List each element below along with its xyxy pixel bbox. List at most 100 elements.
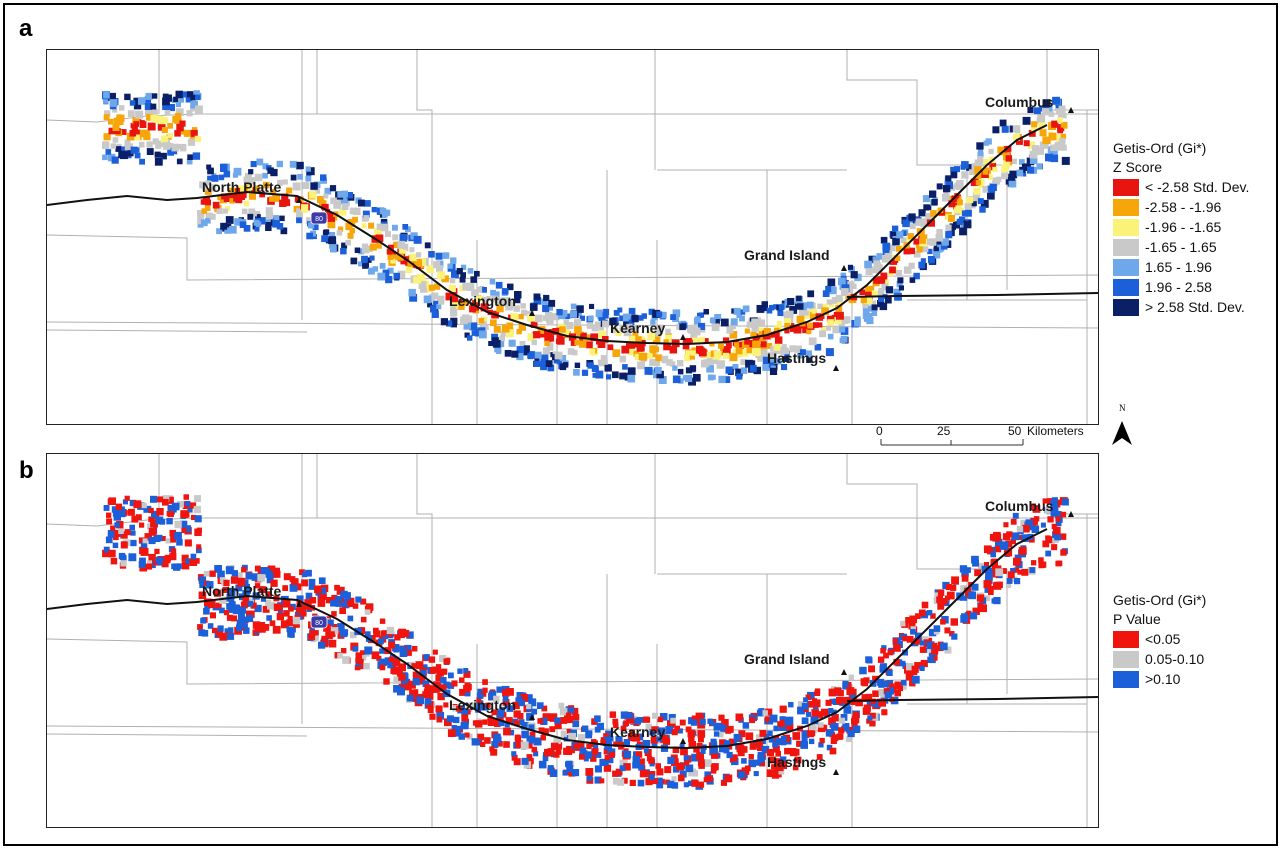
hotspot-cell [762, 710, 768, 716]
hotspot-cell [349, 631, 357, 639]
hotspot-cell [436, 669, 444, 677]
hotspot-cell [868, 305, 874, 312]
hotspot-cell [146, 148, 154, 155]
hotspot-cell [146, 560, 152, 566]
hotspot-cell [521, 730, 529, 739]
hotspot-cell [913, 250, 921, 258]
hotspot-cell [945, 584, 952, 591]
hotspot-cell [366, 257, 372, 263]
hotspot-cell [990, 162, 997, 169]
hotspot-cell [409, 293, 418, 302]
hotspot-cell [183, 511, 190, 518]
hotspot-cell [1034, 107, 1041, 115]
hotspot-cell [194, 495, 201, 502]
hotspot-cell [544, 340, 550, 346]
hotspot-cell [874, 701, 881, 708]
hotspot-cell [225, 216, 234, 224]
hotspot-cell [812, 699, 821, 708]
hotspot-cell [203, 570, 210, 577]
hotspot-cell [956, 218, 963, 225]
hotspot-cell [181, 554, 189, 562]
hotspot-cell [333, 201, 341, 209]
hotspot-cell [796, 315, 805, 324]
hotspot-cell [129, 524, 135, 531]
hotspot-cell [134, 134, 141, 141]
hotspot-cell [992, 166, 998, 172]
interstate-shield-icon: 80 [310, 615, 328, 629]
hotspot-cell [465, 315, 473, 323]
hotspot-cell [957, 181, 963, 187]
hotspot-cell [585, 768, 594, 776]
hotspot-cell [441, 684, 447, 690]
hotspot-cell [325, 211, 334, 220]
scale-tick-50: 50 [1008, 424, 1022, 438]
hotspot-cell [1003, 522, 1009, 528]
hotspot-cell [176, 158, 183, 165]
hotspot-cell [239, 606, 246, 614]
hotspot-cell [736, 743, 743, 750]
hotspot-cell [366, 245, 373, 252]
hotspot-cell [466, 283, 475, 291]
hotspot-cell [649, 729, 656, 736]
hotspot-cell [289, 632, 295, 638]
hotspot-cell [309, 191, 317, 199]
hotspot-cell [360, 616, 367, 623]
hotspot-cell [1042, 108, 1050, 116]
hotspot-cell [305, 217, 313, 225]
hotspot-cell [927, 248, 933, 255]
hotspot-cell [978, 183, 984, 189]
hotspot-cell [1038, 557, 1044, 563]
hotspot-cell [113, 534, 119, 541]
hotspot-cell [174, 531, 182, 540]
hotspot-cell [726, 326, 734, 334]
hotspot-cell [826, 325, 832, 331]
hotspot-cell [384, 657, 393, 665]
hotspot-cell [110, 557, 118, 565]
hotspot-cell [572, 720, 580, 728]
hotspot-cell [876, 253, 883, 260]
hotspot-cell [146, 563, 153, 570]
hotspot-cell [490, 748, 498, 756]
hotspot-cell [557, 359, 563, 365]
hotspot-cell [388, 656, 395, 663]
hotspot-cell [757, 319, 765, 327]
legend-items: < -2.58 Std. Dev. -2.58 - -1.96 -1.96 - -1… [1113, 177, 1249, 317]
hotspot-cell [361, 257, 367, 264]
hotspot-cell [193, 505, 201, 514]
hotspot-cell [977, 562, 984, 569]
hotspot-cell [1012, 125, 1021, 133]
hotspot-cell [216, 630, 224, 638]
hotspot-cell [994, 545, 1002, 553]
hotspot-cell [457, 668, 463, 674]
hotspot-cell [801, 735, 808, 742]
hotspot-cell [1060, 511, 1067, 518]
hotspot-cell [583, 756, 589, 762]
hotspot-cell [774, 327, 780, 334]
hotspot-cell [997, 146, 1005, 154]
hotspot-cell [672, 365, 678, 371]
hotspot-cell [609, 751, 615, 758]
hotspot-cell [949, 223, 956, 230]
hotspot-cell [217, 570, 225, 579]
hotspot-cell [447, 729, 456, 737]
hotspot-cell [742, 305, 750, 313]
hotspot-cell [677, 368, 684, 375]
hotspot-cell [598, 313, 606, 321]
hotspot-cell [745, 359, 753, 368]
hotspot-cell [598, 330, 606, 339]
hotspot-cell [612, 371, 619, 379]
hotspot-cell [935, 234, 943, 242]
hotspot-cell [677, 728, 683, 734]
hotspot-cell [744, 339, 750, 345]
hotspot-cell [148, 516, 154, 523]
hotspot-cell [409, 253, 417, 262]
hotspot-cell [751, 318, 759, 326]
hotspot-cell [254, 565, 261, 572]
hotspot-cell [769, 714, 778, 723]
hotspot-cell [361, 223, 367, 229]
hotspot-cell [713, 722, 722, 731]
hotspot-cell [1006, 531, 1013, 538]
hotspot-cell [826, 744, 833, 751]
hotspot-cell [531, 339, 537, 346]
hotspot-cell [885, 286, 894, 294]
